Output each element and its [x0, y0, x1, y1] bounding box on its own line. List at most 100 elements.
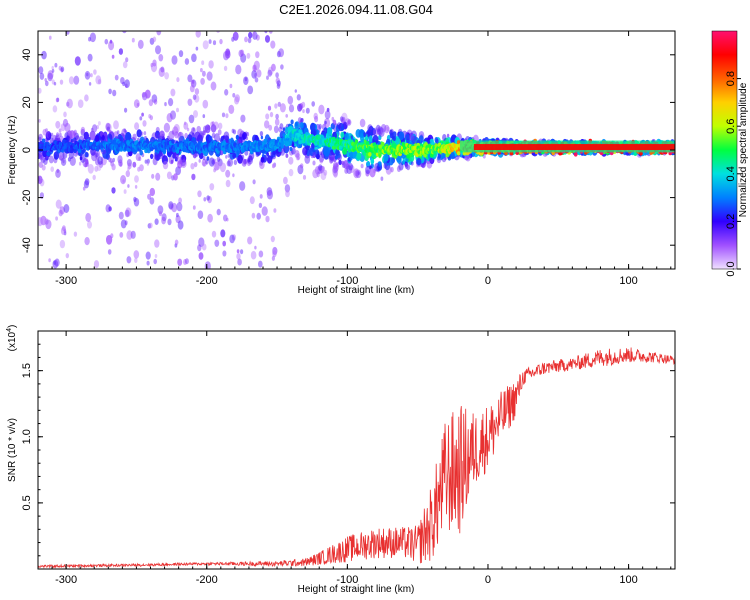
heat-cell	[260, 135, 264, 140]
heat-cell	[151, 173, 155, 179]
heat-cell	[318, 164, 323, 171]
heat-cell	[97, 156, 103, 165]
heat-cell	[142, 120, 147, 127]
x-tick-label: -100	[336, 275, 358, 287]
heat-cell	[190, 163, 195, 170]
heat-cell	[96, 163, 102, 171]
heat-cell	[113, 120, 119, 130]
heat-cell	[45, 137, 49, 143]
heat-cell	[429, 138, 435, 146]
heat-cell	[152, 59, 157, 67]
colorbar-tick-label: 0.2	[725, 214, 737, 229]
heat-cell	[321, 166, 325, 172]
heat-cell	[206, 195, 210, 201]
heat-cell	[160, 66, 165, 73]
heat-cell	[202, 40, 209, 50]
heat-cell	[244, 36, 248, 43]
heat-cell	[280, 64, 284, 70]
heat-cell	[52, 105, 58, 113]
heat-cell	[109, 39, 113, 44]
heat-cell	[87, 220, 92, 229]
heat-cell	[189, 84, 195, 93]
heat-cell	[98, 121, 101, 126]
heat-cell	[221, 112, 226, 118]
heat-cell	[154, 218, 159, 225]
heat-cell	[237, 258, 242, 266]
heat-cell	[232, 31, 239, 41]
heat-cell	[211, 230, 217, 238]
heat-cell	[155, 172, 161, 181]
heat-cell	[246, 132, 250, 137]
heat-cell	[335, 148, 340, 157]
heat-cell	[60, 66, 65, 72]
heat-cell	[108, 40, 115, 51]
heat-cell	[125, 170, 130, 178]
heat-cell	[276, 80, 281, 87]
heat-cell	[171, 139, 175, 144]
heat-cell	[124, 107, 128, 113]
heat-cell	[288, 104, 295, 113]
heat-cell	[249, 196, 255, 205]
heat-cell	[88, 82, 92, 86]
heat-cell	[148, 114, 152, 119]
heat-cell	[42, 149, 48, 158]
x-tick-label: 100	[619, 574, 637, 586]
heat-cell	[145, 138, 149, 144]
heat-cell	[171, 55, 178, 65]
heat-cell	[47, 72, 53, 82]
heat-cell	[298, 129, 302, 134]
heat-cell	[224, 89, 229, 96]
heat-cell	[232, 129, 237, 135]
heat-cell	[170, 88, 176, 97]
heat-cell	[233, 159, 238, 166]
heat-cell	[254, 134, 259, 141]
top-y-axis: -40 -20 0 20 40	[21, 49, 675, 253]
heat-cell	[290, 119, 294, 125]
heat-cell	[55, 199, 62, 209]
heat-cell	[367, 161, 370, 165]
x-tick-label: -200	[196, 574, 218, 586]
heat-cell	[66, 98, 73, 109]
heat-cell	[163, 122, 170, 133]
heat-cell	[258, 250, 264, 258]
heat-cell	[254, 245, 257, 250]
heat-cell	[285, 189, 290, 198]
heat-cell	[238, 49, 244, 58]
heat-cell	[144, 89, 151, 99]
heat-cell	[208, 157, 215, 167]
heat-cell	[304, 154, 311, 164]
heat-cell	[89, 130, 96, 141]
chart-title: C2E1.2026.094.11.08.G04	[279, 2, 433, 17]
heat-cell	[223, 131, 230, 140]
heat-cell	[222, 240, 226, 247]
heat-cell	[341, 126, 344, 131]
heat-cell	[305, 107, 310, 114]
heat-cell	[184, 58, 190, 65]
x-tick-label: 0	[485, 574, 491, 586]
heat-cell	[355, 169, 362, 179]
heat-cell	[87, 164, 94, 174]
heat-cell	[212, 40, 217, 46]
heat-cell	[152, 157, 158, 166]
heat-cell	[242, 132, 247, 140]
heat-cell	[116, 130, 120, 135]
bottom-x-axis-title: Height of straight line (km)	[298, 584, 415, 595]
heat-cell	[78, 161, 82, 166]
heat-cell	[51, 68, 55, 73]
heat-cell	[53, 81, 57, 86]
heat-cell	[370, 158, 375, 165]
heat-cell	[106, 235, 113, 245]
heat-cell	[60, 227, 67, 235]
heat-cell	[429, 158, 434, 164]
heat-cell	[344, 133, 349, 141]
heat-cell	[219, 38, 223, 45]
heat-cell	[270, 235, 275, 243]
heat-cell	[203, 197, 207, 202]
heat-cell	[348, 151, 353, 158]
heat-cell	[226, 160, 231, 167]
heat-cell	[74, 56, 81, 66]
heat-cell	[55, 97, 59, 103]
heat-cell	[240, 114, 246, 123]
colorbar-title: Normalized spectral amplitude	[738, 82, 749, 217]
heat-cell	[282, 127, 285, 132]
